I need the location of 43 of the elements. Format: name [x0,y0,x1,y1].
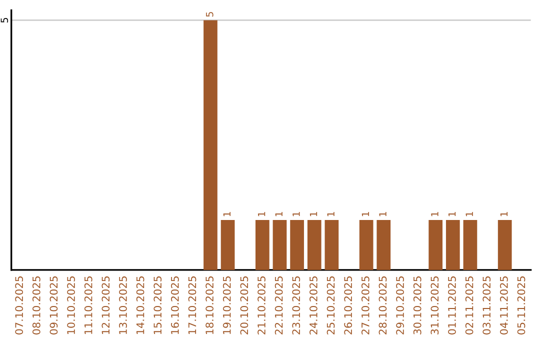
x-tick-label: 28.10.2025 [378,276,387,334]
x-tick-label: 08.10.2025 [32,276,40,334]
x-tick-label: 13.10.2025 [119,276,127,334]
x-tick-label: 10.10.2025 [67,276,75,334]
data-label: 1 [310,212,318,216]
x-tick-label: 17.10.2025 [188,276,196,334]
x-tick-label: 09.10.2025 [50,276,58,334]
data-label: 1 [448,212,456,216]
x-tick-label: 23.10.2025 [292,276,300,334]
data-label: 1 [362,212,369,216]
x-tick-label: 18.10.2025 [206,276,214,334]
x-tick-label: 16.10.2025 [170,276,179,334]
data-label: 1 [327,212,334,216]
x-tick-label: 26.10.2025 [344,276,352,334]
x-tick-label: 29.10.2025 [396,276,404,334]
x-tick-label: 05.11.2025 [517,276,526,334]
data-label: 1 [431,212,438,216]
x-tick-label: 24.10.2025 [310,276,318,334]
x-tick-label: 02.11.2025 [465,276,474,334]
data-label: 1 [258,212,266,216]
x-tick-label: 01.11.2025 [448,276,456,334]
x-tick-label: 27.10.2025 [361,276,370,334]
x-tick-label: 30.10.2025 [413,276,422,334]
x-tick-label: 20.10.2025 [240,276,248,334]
data-label: 1 [466,212,473,216]
x-tick-label: 04.11.2025 [500,276,508,334]
x-tick-label: 31.10.2025 [430,276,439,334]
x-tick-label: 25.10.2025 [326,276,335,334]
x-tick-label: 19.10.2025 [222,276,231,334]
data-label: 1 [275,212,282,216]
x-tick-label: 12.10.2025 [102,276,110,334]
x-tick-label: 15.10.2025 [154,276,162,334]
x-tick-label: 21.10.2025 [258,276,266,334]
data-label: 5 [206,12,214,17]
x-tick-label: 07.10.2025 [15,276,24,334]
x-tick-label: 11.10.2025 [84,276,92,334]
x-tick-label: 22.10.2025 [274,276,283,334]
data-label: 1 [223,212,230,216]
x-tick-label: 14.10.2025 [136,276,144,334]
data-label: 1 [292,212,300,216]
data-label: 1 [379,212,386,216]
data-label: 1 [500,212,508,216]
x-tick-label: 03.11.2025 [482,276,491,334]
